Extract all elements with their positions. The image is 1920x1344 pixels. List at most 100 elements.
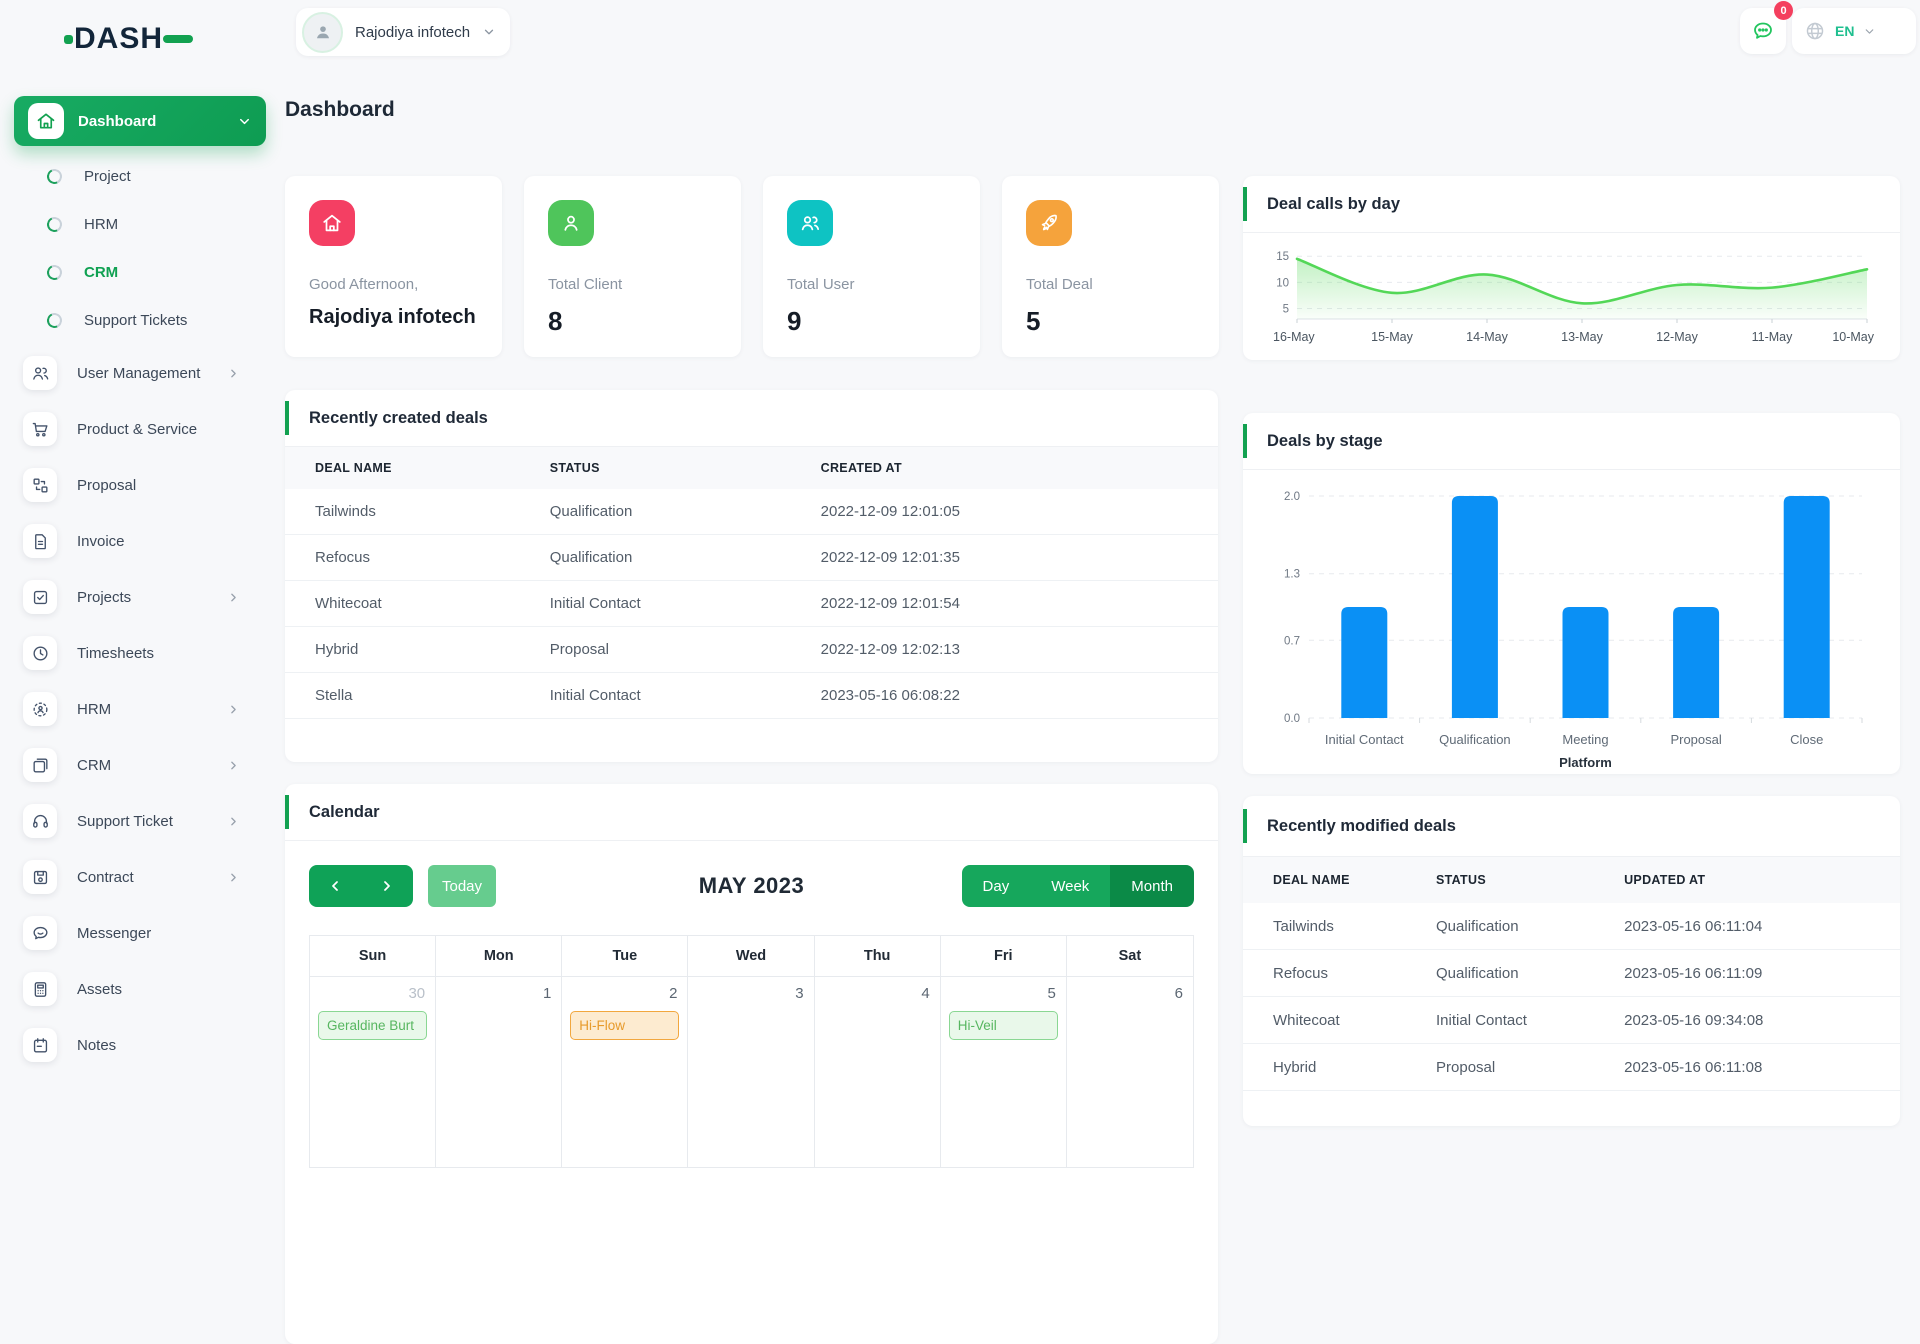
brand-name: DASH (74, 22, 164, 55)
table-row[interactable]: Stella Initial Contact 2023-05-16 06:08:22 (285, 673, 1218, 719)
table-row[interactable]: Tailwinds Qualification 2022-12-09 12:01:0… (285, 489, 1218, 535)
svg-text:15: 15 (1276, 251, 1289, 263)
cart-icon (23, 412, 57, 446)
calendar-day-cell[interactable]: 30 Geraldine Burt (310, 977, 437, 1167)
sidebar-item-hrm-main[interactable]: HRM (0, 681, 262, 737)
svg-text:Initial Contact: Initial Contact (1325, 732, 1404, 747)
sidebar-item-notes[interactable]: Notes (0, 1017, 262, 1073)
sidebar-item-projects[interactable]: Projects (0, 569, 262, 625)
table-cell: 2022-12-09 12:02:13 (820, 641, 960, 658)
day-number: 2 (669, 985, 678, 1002)
table-cell: Stella (315, 687, 353, 704)
card-title: Deals by stage (1267, 431, 1383, 450)
sidebar-item-support-tickets[interactable]: Support Tickets (0, 296, 262, 344)
stat-label: Total User (787, 276, 855, 293)
svg-text:13-May: 13-May (1561, 330, 1603, 344)
table-row[interactable]: Hybrid Proposal 2023-05-16 06:11:08 (1243, 1044, 1900, 1091)
table-row[interactable]: Refocus Qualification 2023-05-16 06:11:09 (1243, 950, 1900, 997)
sidebar-item-label: Dashboard (78, 112, 157, 130)
chevron-right-icon (227, 871, 240, 884)
table-row[interactable]: Hybrid Proposal 2022-12-09 12:02:13 (285, 627, 1218, 673)
next-month-button[interactable] (379, 878, 395, 894)
sidebar-item-assets[interactable]: Assets (0, 961, 262, 1017)
accent-bar (1243, 809, 1247, 843)
projects-icon (23, 580, 57, 614)
bullet-icon (44, 310, 65, 330)
chevron-down-icon (237, 114, 252, 129)
accent-bar (285, 795, 289, 829)
bullet-icon (44, 214, 65, 234)
svg-text:12-May: 12-May (1656, 330, 1698, 344)
view-day-button[interactable]: Day (961, 865, 1031, 907)
chevron-right-icon (227, 591, 240, 604)
crm-icon (23, 748, 57, 782)
chat-button[interactable]: 0 (1740, 1, 1793, 54)
calendar-day-cell[interactable]: 5 Hi-Veil (941, 977, 1067, 1167)
sidebar-item-user-management[interactable]: User Management (0, 345, 262, 401)
company-selector[interactable]: Rajodiya infotech (296, 8, 511, 56)
weekday-header: Sat (1066, 936, 1193, 977)
sidebar-item-label: CRM (77, 756, 112, 774)
calendar-event-chip[interactable]: Hi-Flow (570, 1011, 680, 1040)
recently-created-table: DEAL NAME STATUS CREATED AT Tailwinds Quali… (285, 447, 1218, 719)
sidebar-item-label: Projects (77, 588, 132, 606)
chevron-right-icon (227, 815, 240, 828)
chat-icon (1754, 22, 1772, 39)
sidebar-item-crm[interactable]: CRM (0, 248, 262, 296)
calendar-day-cell[interactable]: 2 Hi-Flow (562, 977, 689, 1167)
calendar-event-chip[interactable]: Hi-Veil (948, 1011, 1058, 1040)
sidebar-item-label: Assets (77, 980, 123, 998)
svg-text:Qualification: Qualification (1439, 732, 1511, 747)
table-cell: 2022-12-09 12:01:05 (820, 503, 960, 520)
sidebar-item-proposal[interactable]: Proposal (0, 457, 262, 513)
table-cell: 2023-05-16 06:11:04 (1624, 917, 1763, 935)
sidebar-item-dashboard[interactable]: Dashboard (14, 96, 266, 146)
table-cell: Initial Contact (549, 687, 641, 704)
view-week-button[interactable]: Week (1030, 865, 1111, 907)
table-row[interactable]: Whitecoat Initial Contact 2023-05-16 09:34… (1243, 997, 1900, 1044)
hrm-icon (23, 692, 57, 726)
calendar-day-cell[interactable]: 3 (688, 977, 815, 1167)
today-button[interactable]: Today (428, 865, 496, 907)
sidebar-item-timesheets[interactable]: Timesheets (0, 625, 262, 681)
notes-icon (23, 1028, 57, 1062)
calendar-day-cell[interactable]: 1 (436, 977, 563, 1167)
sidebar-item-hrm[interactable]: HRM (0, 200, 262, 248)
sidebar-item-contract[interactable]: Contract (0, 849, 262, 905)
sidebar-item-crm-main[interactable]: CRM (0, 737, 262, 793)
column-header: DEAL NAME (1273, 873, 1350, 887)
table-row[interactable]: Whitecoat Initial Contact 2022-12-09 12:01… (285, 581, 1218, 627)
table-cell: 2023-05-16 06:11:08 (1624, 1058, 1763, 1076)
table-row[interactable]: Tailwinds Qualification 2023-05-16 06:11:0… (1243, 903, 1900, 950)
sidebar-item-project[interactable]: Project (0, 152, 262, 200)
view-month-button[interactable]: Month (1110, 865, 1194, 907)
deals-by-stage-chart-area: 0.0 0.7 1.3 2.0 Initial Contact Qualification… (1243, 470, 1900, 770)
calendar-event-chip[interactable]: Geraldine Burt (318, 1011, 428, 1040)
card-title: Recently modified deals (1267, 816, 1456, 835)
day-number: 4 (921, 985, 930, 1002)
sidebar-item-support-ticket-main[interactable]: Support Ticket (0, 793, 262, 849)
sidebar-item-invoice[interactable]: Invoice (0, 513, 262, 569)
table-row[interactable]: Refocus Qualification 2022-12-09 12:01:35 (285, 535, 1218, 581)
sidebar-item-product-service[interactable]: Product & Service (0, 401, 262, 457)
brand-logo[interactable]: DASH (64, 22, 194, 56)
table-cell: Proposal (549, 641, 609, 658)
messenger-icon (23, 916, 57, 950)
sidebar-item-label: HRM (77, 700, 112, 718)
sidebar-item-messenger[interactable]: Messenger (0, 905, 262, 961)
sidebar-item-label: HRM (84, 215, 119, 233)
table-cell: 2022-12-09 12:01:54 (820, 595, 960, 612)
table-cell: Proposal (1436, 1058, 1496, 1076)
stats-row: Good Afternoon, Rajodiya infotech Total … (285, 176, 1219, 357)
calendar-day-cell[interactable]: 6 (1067, 977, 1193, 1167)
language-selector[interactable]: EN (1792, 8, 1916, 54)
column-header: UPDATED AT (1624, 873, 1706, 887)
sidebar-item-label: Project (84, 167, 131, 185)
chevron-down-icon (1866, 28, 1874, 34)
card-title: Calendar (309, 802, 380, 821)
svg-text:16-May: 16-May (1273, 330, 1315, 344)
svg-text:2.0: 2.0 (1284, 491, 1300, 503)
prev-month-button[interactable] (327, 878, 343, 894)
stat-value: Rajodiya infotech (309, 306, 476, 328)
calendar-day-cell[interactable]: 4 (815, 977, 941, 1167)
